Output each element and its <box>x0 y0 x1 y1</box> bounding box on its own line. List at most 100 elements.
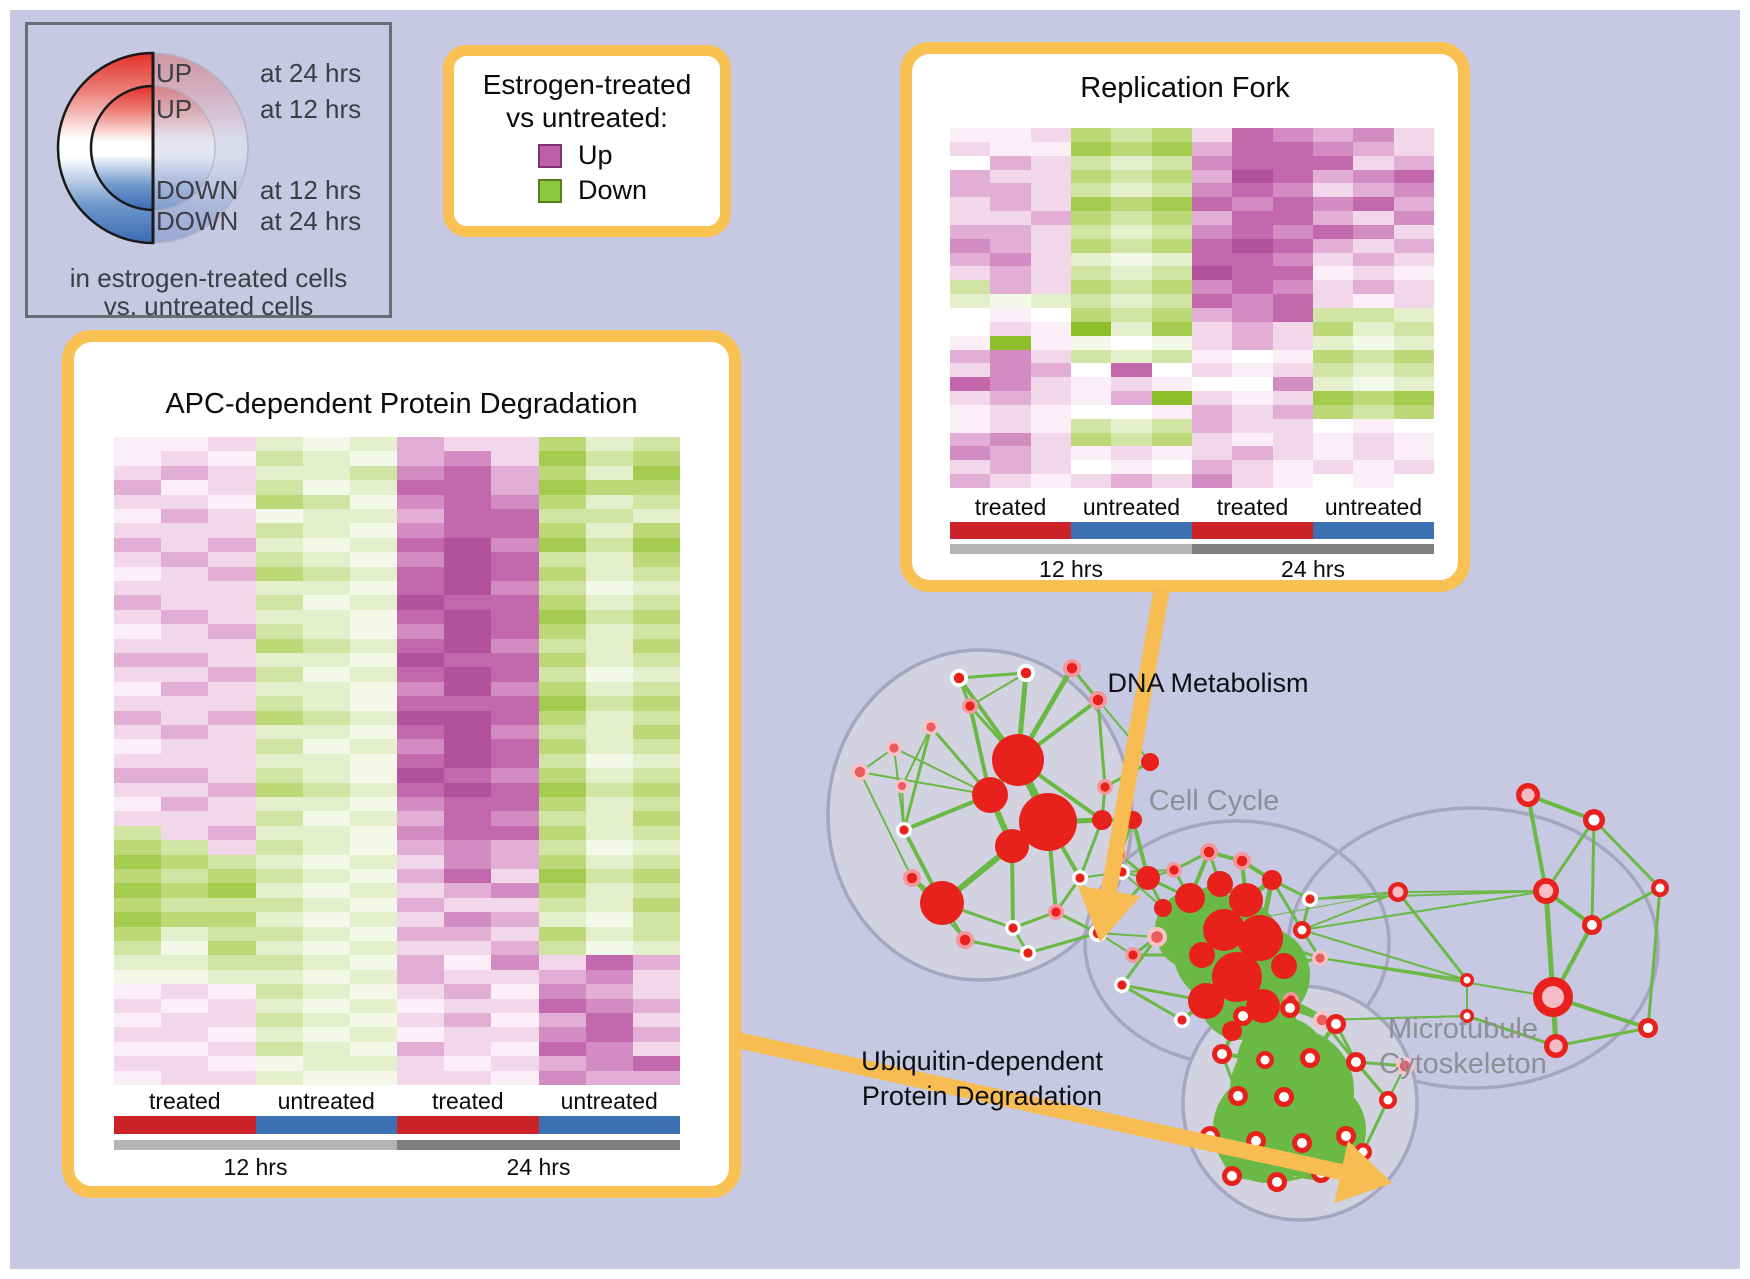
heatmap-cell <box>444 854 492 869</box>
heatmap-cell <box>1353 224 1394 239</box>
heatmap-cell <box>1353 280 1394 295</box>
heatmap-cell <box>302 552 350 567</box>
heatmap-cell <box>491 1056 539 1071</box>
heatmap-cell <box>1353 266 1394 281</box>
heatmap-cell <box>632 1012 680 1028</box>
heatmap-cell <box>491 710 539 725</box>
heatmap-cell <box>990 432 1031 447</box>
heatmap-cell <box>1353 460 1394 475</box>
heatmap-cell <box>255 523 303 538</box>
heatmap-cell <box>1070 238 1112 253</box>
heatmap-cell <box>1151 238 1192 253</box>
heatmap-cell <box>302 796 350 812</box>
group-label: treated <box>1216 494 1289 520</box>
heatmap-cell <box>208 883 256 898</box>
heatmap-cell <box>161 854 209 869</box>
heatmap-cell <box>585 984 633 999</box>
heatmap-cell <box>538 1070 586 1085</box>
heatmap-cell <box>491 840 539 855</box>
heatmap-cell <box>1070 211 1112 225</box>
heatmap-cell <box>632 681 680 697</box>
heatmap-cell <box>585 1027 633 1042</box>
heatmap-cell <box>302 739 350 754</box>
heatmap-cell <box>1111 197 1152 212</box>
heatmap-cell <box>114 696 162 711</box>
heatmap-cell <box>1111 169 1152 184</box>
heatmap-cell <box>950 446 991 461</box>
heatmap-cell <box>349 494 397 509</box>
heatmap-cell <box>161 494 209 509</box>
heatmap-cell <box>349 897 397 913</box>
heatmap-cell <box>208 580 256 596</box>
heatmap-cell <box>302 523 350 538</box>
heatmap-cell <box>444 595 492 610</box>
heatmap-cell <box>161 940 209 956</box>
heatmap-cell <box>990 211 1031 225</box>
heatmap-cell <box>161 667 209 682</box>
heatmap-cell <box>1030 460 1071 475</box>
apc-title: APC-dependent Protein Degradation <box>165 388 638 420</box>
heatmap-cell <box>349 984 397 999</box>
heatmap-cell <box>161 480 209 495</box>
heatmap-cell <box>397 926 445 941</box>
heatmap-cell <box>632 566 680 581</box>
heatmap-cell <box>1070 183 1112 198</box>
heatmap-cell <box>632 1056 680 1071</box>
group-label: treated <box>148 1088 221 1114</box>
heatmap-cell <box>208 437 256 452</box>
heatmap-cell <box>585 480 633 495</box>
updown-legend-title-line1: Estrogen-treated <box>482 69 692 100</box>
heatmap-cell <box>397 537 445 553</box>
heatmap-cell <box>1312 294 1354 308</box>
heatmap-cell <box>302 940 350 956</box>
up-color-swatch <box>538 143 562 168</box>
heatmap-cell <box>1272 141 1313 156</box>
heatmap-cell <box>255 854 303 869</box>
heatmap-cell <box>491 667 539 682</box>
heatmap-cell <box>585 696 633 711</box>
heatmap-cell <box>491 811 539 826</box>
heatmap-cell <box>161 1056 209 1071</box>
heatmap-cell <box>114 912 162 927</box>
heatmap-cell <box>1070 446 1112 461</box>
heatmap-cell <box>950 321 991 336</box>
heatmap-cell <box>397 494 445 509</box>
heatmap-cell <box>255 652 303 668</box>
group-label: untreated <box>1324 494 1423 520</box>
heatmap-cell <box>255 753 303 769</box>
heatmap-cell <box>1191 252 1233 267</box>
heatmap-cell <box>1070 432 1112 447</box>
heatmap-cell <box>1272 224 1313 239</box>
heatmap-cell <box>255 624 303 639</box>
heatmap-cell <box>397 753 445 769</box>
heatmap-cell <box>1151 294 1192 308</box>
heatmap-cell <box>1272 266 1313 281</box>
heatmap-cell <box>1070 335 1112 350</box>
heatmap-cell <box>1151 377 1192 392</box>
heatmap-cell <box>1151 349 1192 364</box>
heatmap-cell <box>255 710 303 725</box>
heatmap-cell <box>1151 252 1192 267</box>
heatmap-cell <box>208 897 256 913</box>
heatmap-cell <box>1191 446 1233 461</box>
heatmap-cell <box>1312 321 1354 336</box>
heatmap-cell <box>538 696 586 711</box>
heatmap-cell <box>114 854 162 869</box>
heatmap-cell <box>208 508 256 524</box>
heatmap-cell <box>990 155 1031 170</box>
heatmap-cell <box>208 667 256 682</box>
heatmap-cell <box>538 955 586 970</box>
heatmap-cell <box>1232 349 1273 364</box>
heatmap-cell <box>538 1012 586 1028</box>
heatmap-cell <box>1393 280 1434 295</box>
heatmap-cell <box>1111 474 1152 488</box>
heatmap-cell <box>1312 211 1354 225</box>
heatmap-cell <box>491 624 539 639</box>
heatmap-cell <box>1312 280 1354 295</box>
heatmap-cell <box>1191 280 1233 295</box>
heatmap-cell <box>538 897 586 913</box>
heatmap-cell <box>491 969 539 985</box>
heatmap-cell <box>1191 335 1233 350</box>
heatmap-cell <box>491 494 539 509</box>
